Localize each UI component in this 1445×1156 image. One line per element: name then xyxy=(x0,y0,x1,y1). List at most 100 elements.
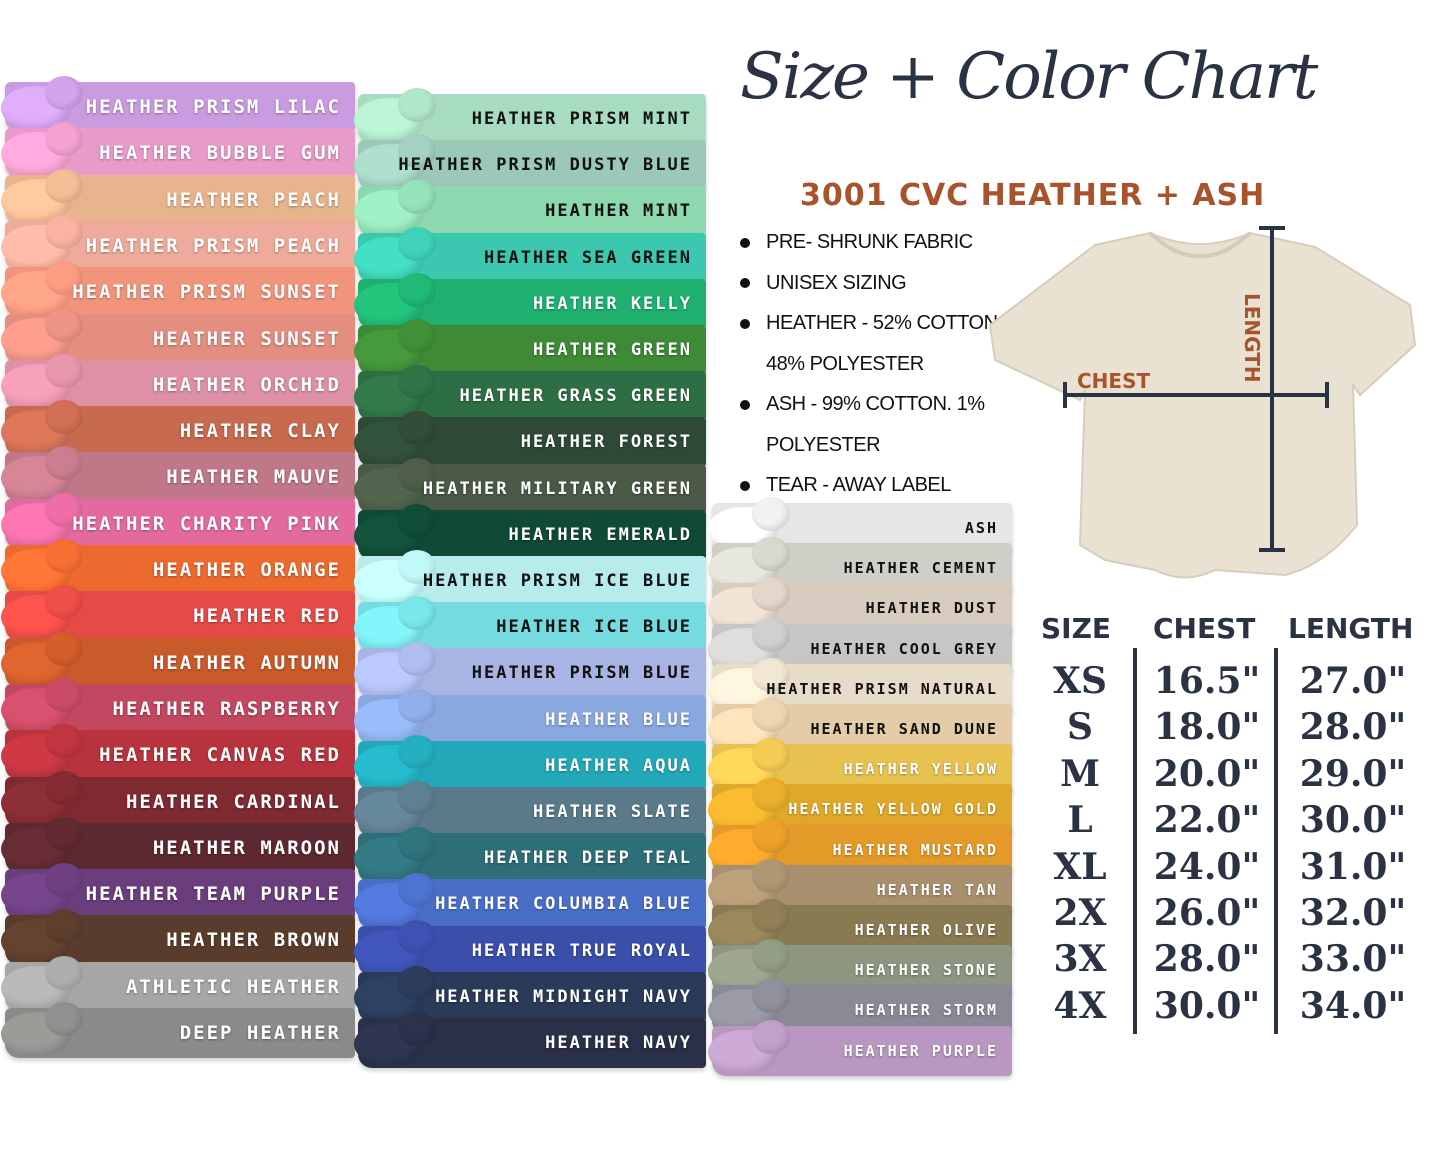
length-cell: 27.0" xyxy=(1299,660,1407,702)
color-swatch: HEATHER CANVAS RED xyxy=(1,724,355,781)
feature-item: PRE- SHRUNK FABRIC xyxy=(740,222,985,263)
feature-item: ASH - 99% COTTON. 1% xyxy=(740,384,985,425)
page-title: Size + Color Chart xyxy=(740,40,1318,114)
feature-text: HEATHER - 52% COTTON. xyxy=(766,312,1003,334)
color-name: HEATHER STONE xyxy=(854,961,998,980)
size-cell: M xyxy=(1060,752,1100,795)
color-name: HEATHER PRISM PEACH xyxy=(85,234,341,257)
shirt-knot xyxy=(398,734,436,769)
bullet-icon xyxy=(740,480,750,491)
shirt-knot xyxy=(45,214,83,249)
color-name: HEATHER TRUE ROYAL xyxy=(471,940,692,961)
color-name: HEATHER YELLOW GOLD xyxy=(788,800,998,819)
shirt-knot xyxy=(752,537,790,572)
color-swatch: HEATHER PEACH xyxy=(1,168,355,225)
color-name: HEATHER FOREST xyxy=(520,432,692,453)
shirt-knot xyxy=(752,818,790,853)
color-name: HEATHER NAVY xyxy=(545,1033,692,1053)
color-name: HEATHER CEMENT xyxy=(843,559,998,578)
shirt-knot xyxy=(752,577,790,612)
color-name: HEATHER GREEN xyxy=(532,340,692,360)
color-swatch: HEATHER GREEN xyxy=(354,319,706,375)
length-cell: 33.0" xyxy=(1299,938,1407,981)
chest-cell: 28.0" xyxy=(1153,938,1261,981)
color-swatch: HEATHER PURPLE xyxy=(708,1019,1012,1076)
feature-text: ASH - 99% COTTON. 1% xyxy=(766,393,985,415)
shirt-knot xyxy=(398,457,436,492)
color-swatch: HEATHER NAVY xyxy=(354,1012,706,1068)
color-name: HEATHER PRISM ICE BLUE xyxy=(422,571,692,591)
tshirt-measurement-diagram: CHEST LENGTH xyxy=(988,226,1417,579)
shirt-knot xyxy=(45,353,83,388)
shirt-knot xyxy=(752,899,790,933)
color-name: HEATHER COOL GREY xyxy=(810,639,998,658)
color-swatch: HEATHER BLUE xyxy=(354,688,706,745)
color-name: HEATHER MAROON xyxy=(152,836,341,859)
color-name: HEATHER PURPLE xyxy=(843,1041,998,1060)
length-cell: 29.0" xyxy=(1299,752,1407,795)
header-chest: CHEST xyxy=(1153,612,1256,645)
shirt-knot xyxy=(45,909,83,944)
color-name: HEATHER TAN xyxy=(876,880,998,899)
feature-item-continued: 48% POLYESTER xyxy=(740,344,985,385)
shirt-knot xyxy=(45,1002,83,1036)
shirt-knot xyxy=(752,979,790,1014)
color-swatch: HEATHER MIDNIGHT NAVY xyxy=(354,965,706,1022)
shirt-knot xyxy=(45,400,83,435)
shirt-knot xyxy=(398,550,436,584)
color-name: HEATHER DUST xyxy=(865,599,998,618)
length-cell: 28.0" xyxy=(1299,706,1407,749)
shirt-knot xyxy=(45,261,83,296)
shirt-knot xyxy=(398,827,436,862)
chest-cell: 26.0" xyxy=(1153,892,1261,934)
size-cell: XS xyxy=(1053,660,1107,702)
color-swatch: HEATHER PRISM SUNSET xyxy=(1,261,355,318)
column-divider xyxy=(1133,648,1137,1034)
length-cell: 32.0" xyxy=(1299,892,1407,934)
shirt-knot xyxy=(45,76,83,110)
color-name: HEATHER AQUA xyxy=(545,755,692,776)
size-cell: 4X xyxy=(1053,984,1107,1027)
shirt-knot xyxy=(45,122,83,157)
feature-text: UNISEX SIZING xyxy=(766,271,907,294)
color-name: HEATHER TEAM PURPLE xyxy=(85,883,341,906)
color-name: HEATHER BLUE xyxy=(545,709,692,730)
shirt-knot xyxy=(398,88,436,122)
color-swatch: HEATHER RASPBERRY xyxy=(1,677,355,734)
feature-text: PRE- SHRUNK FABRIC xyxy=(766,231,973,253)
color-name: HEATHER PRISM BLUE xyxy=(471,663,692,684)
shirt-knot xyxy=(45,446,83,481)
bullet-icon xyxy=(740,237,750,248)
color-name: HEATHER MIDNIGHT NAVY xyxy=(435,986,692,1007)
color-swatch: HEATHER ICE BLUE xyxy=(354,596,706,653)
bullet-icon xyxy=(740,278,750,289)
color-name: HEATHER MUSTARD xyxy=(832,840,998,859)
color-name: HEATHER ORANGE xyxy=(152,559,341,581)
color-name: HEATHER RASPBERRY xyxy=(112,697,341,720)
chest-cell: 18.0" xyxy=(1153,706,1261,749)
color-name: HEATHER EMERALD xyxy=(508,524,692,545)
shirt-knot xyxy=(45,492,83,527)
shirt-knot xyxy=(45,677,83,712)
shirt-knot xyxy=(398,642,436,677)
color-name: HEATHER BROWN xyxy=(166,929,341,952)
color-name: HEATHER MAUVE xyxy=(166,466,341,489)
color-name: HEATHER GRASS GREEN xyxy=(459,386,692,407)
shirt-knot xyxy=(398,503,436,538)
chest-cell: 20.0" xyxy=(1153,752,1261,795)
size-cell: S xyxy=(1067,706,1093,749)
color-name: HEATHER PRISM SUNSET xyxy=(72,281,341,304)
color-swatch: HEATHER CLAY xyxy=(1,400,355,457)
shirt-knot xyxy=(752,939,790,974)
feature-list: PRE- SHRUNK FABRIC UNISEX SIZING HEATHER… xyxy=(740,222,1003,506)
feature-text: 48% POLYESTER xyxy=(766,352,924,375)
color-swatch: HEATHER BROWN xyxy=(1,909,355,966)
header-size: SIZE xyxy=(1041,612,1112,645)
shirt-knot xyxy=(752,858,790,893)
shirt-knot xyxy=(752,617,790,652)
shirt-knot xyxy=(398,180,436,215)
length-cell: 31.0" xyxy=(1299,845,1407,888)
shirt-knot xyxy=(45,863,83,898)
column-divider xyxy=(1274,648,1278,1034)
shirt-knot xyxy=(45,816,83,851)
